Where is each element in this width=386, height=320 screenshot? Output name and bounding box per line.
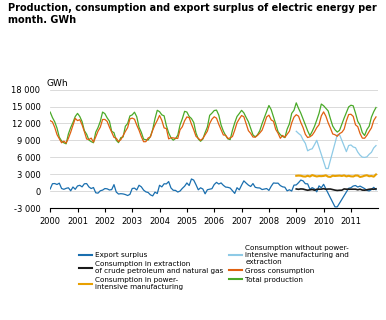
Text: GWh: GWh <box>47 79 69 88</box>
Legend: Export surplus, Consumption in extraction
of crude petroleum and natural gas, Co: Export surplus, Consumption in extractio… <box>80 245 349 290</box>
Text: Production, consumption and export surplus of electric energy per
month. GWh: Production, consumption and export surpl… <box>8 3 376 25</box>
